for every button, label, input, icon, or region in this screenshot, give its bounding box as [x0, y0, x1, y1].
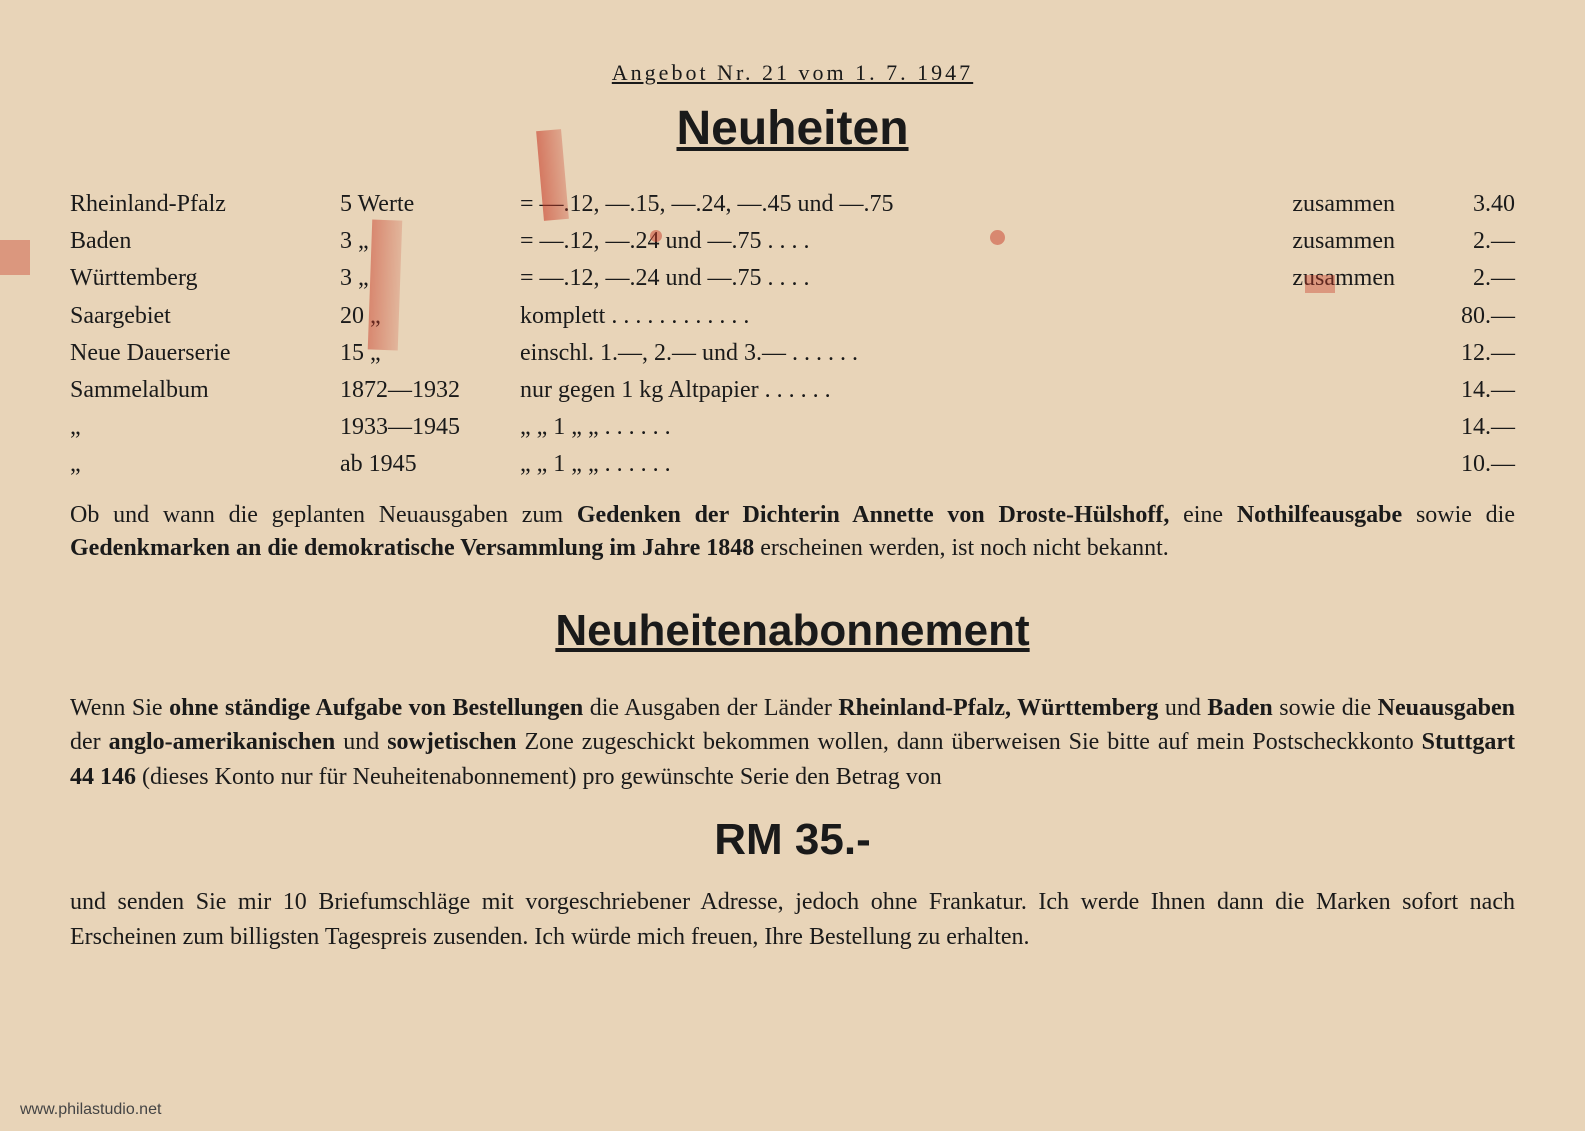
item-price: 2.— [1395, 260, 1515, 297]
item-desc: „ „ 1 „ „ . . . . . . [520, 446, 1395, 483]
offer-number: Angebot Nr. 21 vom 1. 7. 1947 [70, 60, 1515, 86]
price-large: RM 35.- [70, 815, 1515, 865]
item-name: Sammelalbum [70, 372, 340, 409]
item-price: 3.40 [1395, 186, 1515, 223]
stain-mark [368, 220, 403, 351]
abo-text: und [1158, 695, 1207, 721]
abo-bold: anglo-amerikanischen [109, 729, 336, 755]
note-text: sowie die [1402, 502, 1515, 528]
table-row: Saargebiet 20 „ komplett . . . . . . . .… [70, 298, 1515, 335]
stain-mark [0, 240, 30, 275]
item-desc: = —.12, —.24 und —.75 . . . . [520, 260, 1292, 297]
abo-bold: sowjetischen [387, 729, 516, 755]
price-table: Rheinland-Pfalz 5 Werte = —.12, —.15, —.… [70, 186, 1515, 484]
abo-text: Wenn Sie [70, 695, 169, 721]
abo-bold: ohne ständige Aufgabe von Bestellungen [169, 695, 583, 721]
item-price: 80.— [1395, 298, 1515, 335]
item-qty: 3 „ [340, 223, 520, 260]
item-name: Neue Dauerserie [70, 335, 340, 372]
table-row: Württemberg 3 „ = —.12, —.24 und —.75 . … [70, 260, 1515, 297]
item-desc: nur gegen 1 kg Altpapier . . . . . . [520, 372, 1395, 409]
item-qty: 5 Werte [340, 186, 520, 223]
item-qty: 20 „ [340, 298, 520, 335]
abo-text: der [70, 729, 109, 755]
item-price: 10.— [1395, 446, 1515, 483]
item-price: 12.— [1395, 335, 1515, 372]
stain-mark [1305, 275, 1335, 293]
heading-abonnement: Neuheitenabonnement [70, 606, 1515, 656]
item-qty: 15 „ [340, 335, 520, 372]
item-qty: 1933—1945 [340, 409, 520, 446]
item-qty: 3 „ [340, 260, 520, 297]
item-desc: = —.12, —.24 und —.75 . . . . [520, 223, 1292, 260]
table-row: Rheinland-Pfalz 5 Werte = —.12, —.15, —.… [70, 186, 1515, 223]
item-desc: = —.12, —.15, —.24, —.45 und —.75 [520, 186, 1292, 223]
closing-paragraph: und senden Sie mir 10 Briefumschläge mit… [70, 885, 1515, 955]
abo-bold: Rheinland-Pfalz, Württemberg [838, 695, 1158, 721]
item-name: Rheinland-Pfalz [70, 186, 340, 223]
item-qty: 1872—1932 [340, 372, 520, 409]
table-row: Neue Dauerserie 15 „ einschl. 1.—, 2.— u… [70, 335, 1515, 372]
abo-bold: Neuausgaben [1378, 695, 1515, 721]
item-name: Württemberg [70, 260, 340, 297]
table-row: Sammelalbum 1872—1932 nur gegen 1 kg Alt… [70, 372, 1515, 409]
item-price: 14.— [1395, 409, 1515, 446]
abo-text: sowie die [1273, 695, 1378, 721]
stain-mark [650, 230, 662, 242]
note-text: erscheinen werden, ist noch nicht bekann… [754, 535, 1169, 561]
table-row: Baden 3 „ = —.12, —.24 und —.75 . . . . … [70, 223, 1515, 260]
item-price: 2.— [1395, 223, 1515, 260]
note-bold: Gedenken der Dichterin Annette von Drost… [577, 502, 1170, 528]
table-row: „ 1933—1945 „ „ 1 „ „ . . . . . . 14.— [70, 409, 1515, 446]
note-bold: Nothilfeausgabe [1237, 502, 1402, 528]
item-desc: einschl. 1.—, 2.— und 3.— . . . . . . [520, 335, 1395, 372]
table-row: „ ab 1945 „ „ 1 „ „ . . . . . . 10.— [70, 446, 1515, 483]
item-qty: ab 1945 [340, 446, 520, 483]
note-text: eine [1169, 502, 1236, 528]
abo-text: Zone zugeschickt bekommen wollen, dann ü… [517, 729, 1422, 755]
abo-bold: Baden [1207, 695, 1272, 721]
item-name: „ [70, 446, 340, 483]
item-desc: „ „ 1 „ „ . . . . . . [520, 409, 1395, 446]
note-paragraph: Ob und wann die geplanten Neuausgaben zu… [70, 499, 1515, 566]
item-sum: zusammen [1292, 186, 1395, 223]
abo-paragraph: Wenn Sie ohne ständige Aufgabe von Beste… [70, 691, 1515, 795]
item-name: „ [70, 409, 340, 446]
note-text: Ob und wann die geplanten Neuausgaben zu… [70, 502, 577, 528]
watermark: www.philastudio.net [20, 1101, 161, 1119]
abo-text: und [335, 729, 387, 755]
item-price: 14.— [1395, 372, 1515, 409]
abo-text: (dieses Konto nur für Neuheitenabonnemen… [136, 764, 942, 790]
item-desc: komplett . . . . . . . . . . . . [520, 298, 1395, 335]
item-name: Baden [70, 223, 340, 260]
note-bold: Gedenkmarken an die demokratische Versam… [70, 535, 754, 561]
item-name: Saargebiet [70, 298, 340, 335]
abo-text: die Ausgaben der Länder [583, 695, 838, 721]
stain-mark [990, 230, 1005, 245]
item-sum: zusammen [1292, 223, 1395, 260]
heading-neuheiten: Neuheiten [70, 101, 1515, 156]
